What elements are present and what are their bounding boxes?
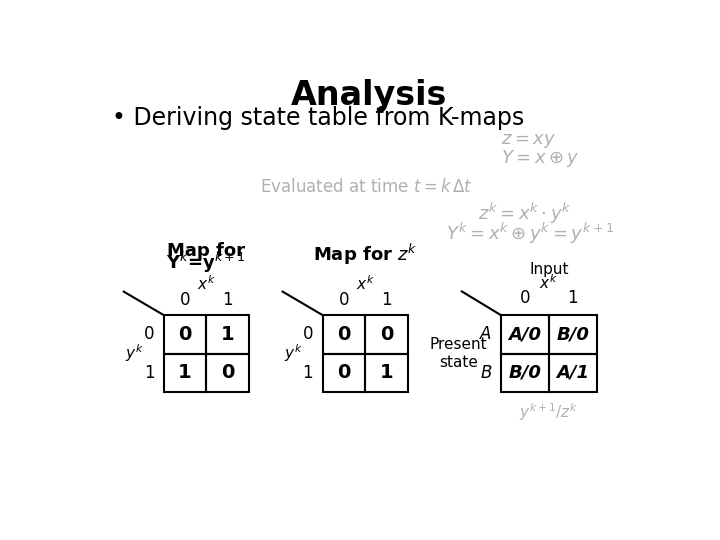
Text: 1: 1 (178, 363, 192, 382)
Text: A/0: A/0 (508, 325, 541, 343)
Text: 1: 1 (222, 291, 233, 309)
Text: 0: 0 (302, 325, 313, 343)
Text: $Y = x \oplus y$: $Y = x \oplus y$ (500, 148, 580, 168)
Bar (163, 354, 206, 392)
Text: Y$^k$=y$^{k+1}$: Y$^k$=y$^{k+1}$ (166, 250, 246, 275)
Text: Analysis: Analysis (291, 79, 447, 112)
Bar (163, 315, 206, 354)
Text: $y^k$: $y^k$ (284, 343, 302, 364)
Text: Map for: Map for (167, 241, 246, 260)
Text: $y^{k+1}/z^k$: $y^{k+1}/z^k$ (519, 401, 578, 423)
Bar (549, 354, 597, 392)
Text: 0: 0 (379, 325, 393, 344)
Bar (365, 315, 408, 354)
Text: 0: 0 (338, 291, 349, 309)
Bar (365, 354, 408, 392)
Text: 1: 1 (379, 363, 393, 382)
Text: 0: 0 (144, 325, 154, 343)
Text: $z^k = x^k \cdot y^k$: $z^k = x^k \cdot y^k$ (477, 201, 571, 226)
Text: B: B (480, 364, 492, 382)
Bar (206, 315, 249, 354)
Text: 0: 0 (337, 363, 351, 382)
Text: Present
state: Present state (429, 338, 487, 370)
Text: $z = xy$: $z = xy$ (500, 132, 556, 150)
Text: Map for $z^k$: Map for $z^k$ (313, 242, 418, 267)
Text: 0: 0 (520, 289, 530, 307)
Text: 0: 0 (337, 325, 351, 344)
Text: B/0: B/0 (508, 364, 541, 382)
Text: Input: Input (529, 261, 569, 276)
Text: $Y^k = x^k \oplus y^k = y^{k+1}$: $Y^k = x^k \oplus y^k = y^{k+1}$ (446, 220, 614, 246)
Text: 1: 1 (144, 364, 154, 382)
Text: 1: 1 (381, 291, 392, 309)
Text: 1: 1 (567, 289, 578, 307)
Bar (500, 315, 549, 354)
Bar (500, 354, 549, 392)
Text: $y^k$: $y^k$ (125, 343, 143, 364)
Text: • Deriving state table from K-maps: • Deriving state table from K-maps (112, 106, 524, 130)
Text: 1: 1 (221, 325, 235, 344)
Text: $x^k$: $x^k$ (356, 275, 374, 294)
Text: 0: 0 (180, 291, 190, 309)
Text: 0: 0 (179, 325, 192, 344)
Bar (206, 354, 249, 392)
Text: $x^k$: $x^k$ (539, 273, 558, 292)
Text: A/1: A/1 (557, 364, 590, 382)
Text: $x^k$: $x^k$ (197, 275, 215, 294)
Text: Evaluated at time $t = k\,\Delta t$: Evaluated at time $t = k\,\Delta t$ (261, 178, 474, 195)
Bar (323, 315, 365, 354)
Bar (323, 354, 365, 392)
Text: B/0: B/0 (557, 325, 589, 343)
Text: 1: 1 (302, 364, 313, 382)
Text: A: A (480, 325, 492, 343)
Text: 0: 0 (221, 363, 234, 382)
Bar (549, 315, 597, 354)
